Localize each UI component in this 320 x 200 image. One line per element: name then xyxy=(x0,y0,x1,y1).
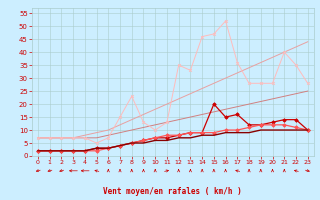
Text: Vent moyen/en rafales ( km/h ): Vent moyen/en rafales ( km/h ) xyxy=(103,187,242,196)
